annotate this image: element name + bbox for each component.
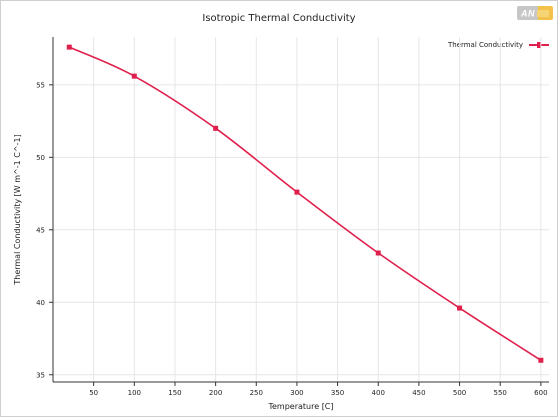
data-point bbox=[375, 250, 381, 256]
series-line bbox=[68, 46, 542, 361]
x-tick-label: 300 bbox=[290, 389, 303, 397]
y-tick-label: 35 bbox=[36, 371, 45, 379]
x-tick-label: 450 bbox=[412, 389, 425, 397]
y-tick-label: 40 bbox=[36, 299, 45, 307]
data-point bbox=[131, 73, 137, 79]
chart-title: Isotropic Thermal Conductivity bbox=[202, 13, 356, 24]
x-tick-label: 550 bbox=[494, 389, 507, 397]
data-point bbox=[66, 44, 72, 50]
chart-legend: Thermal Conductivity bbox=[448, 41, 549, 49]
ansys-logo-mark: A N bbox=[520, 9, 549, 19]
y-tick-label: 55 bbox=[36, 81, 45, 89]
x-tick-label: 200 bbox=[209, 389, 222, 397]
legend-label: Thermal Conductivity bbox=[447, 41, 523, 49]
x-tick-label: 150 bbox=[168, 389, 181, 397]
legend-swatch bbox=[529, 42, 549, 48]
y-tick-label: 45 bbox=[36, 226, 45, 234]
ansys-logo: A N bbox=[517, 6, 553, 20]
x-tick-label: 400 bbox=[372, 389, 385, 397]
y-axis-label: Thermal Conductivity [W m^-1 C^-1] bbox=[13, 134, 22, 285]
x-tick-label: 50 bbox=[89, 389, 98, 397]
data-point bbox=[457, 305, 463, 311]
svg-text:A: A bbox=[520, 9, 528, 19]
x-tick-label: 350 bbox=[331, 389, 344, 397]
data-point bbox=[294, 189, 300, 195]
data-point bbox=[538, 357, 544, 363]
y-tick-label: 50 bbox=[36, 154, 45, 162]
x-axis-label: Temperature [C] bbox=[267, 402, 333, 411]
x-tick-label: 100 bbox=[128, 389, 141, 397]
x-tick-label: 250 bbox=[250, 389, 263, 397]
x-tick-label: 500 bbox=[453, 389, 466, 397]
data-point bbox=[213, 125, 219, 131]
svg-text:N: N bbox=[528, 9, 535, 19]
x-tick-label: 600 bbox=[534, 389, 547, 397]
